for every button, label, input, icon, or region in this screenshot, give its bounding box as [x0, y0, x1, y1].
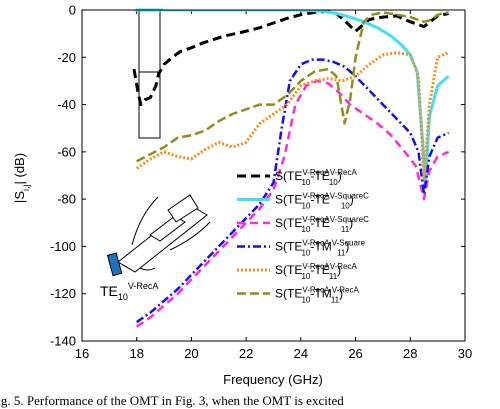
waveguide-port: [106, 252, 123, 277]
wave-arrow-small: [139, 267, 156, 271]
series-line-6: [136, 11, 449, 163]
waveguide-junction: [167, 194, 199, 223]
x-tick-label: 26: [348, 346, 362, 361]
legend-label-6: S(TEV-RecA 10-TMV-RecA 11): [275, 286, 359, 305]
x-tick-label: 18: [129, 346, 143, 361]
plot-frame: [81, 9, 466, 342]
x-tick-label: 24: [294, 346, 308, 361]
x-axis-title: Frequency (GHz): [223, 372, 323, 387]
port-mode-label: TE10V-RecA: [100, 281, 158, 302]
legend-label-3: S(TEV-RecA 10-TEV-SquareC 11): [275, 215, 369, 234]
y-tick-label: 0: [69, 3, 76, 18]
x-tick-label: 30: [458, 346, 472, 361]
y-tick-label: -20: [57, 50, 76, 65]
y-tick-label: -120: [50, 286, 76, 301]
wave-arrow-up: [131, 196, 159, 246]
y-tick-label: -100: [50, 239, 76, 254]
waveguide-inset-graphic: [106, 8, 211, 277]
wave-arrow-right: [169, 221, 211, 251]
series-line-5: [135, 51, 450, 182]
series-line-1: [132, 10, 449, 107]
x-tick-label: 28: [403, 346, 417, 361]
y-tick-label: -60: [57, 144, 76, 159]
figure-caption: Fig. 5. Performance of the OMT in Fig. 3…: [0, 393, 344, 408]
y-tick-label: -80: [57, 192, 76, 207]
series-lines: [132, 10, 450, 328]
legend-label-4: S(TEV-RecA 10-TMV-Square 11): [275, 239, 366, 258]
port-annotation: TE10V-RecA: [100, 281, 158, 302]
x-tick-label: 20: [184, 346, 198, 361]
y-axis-title: |Si,j| (dB): [12, 153, 31, 203]
x-tick-label: 22: [239, 346, 253, 361]
legend-label-5: S(TEV-RecA 10-TEV-RecA 11): [275, 262, 358, 281]
legend-label-1: S(TEV-RecA 10-TEV-RecA 10): [275, 168, 358, 187]
y-tick-label: -40: [57, 97, 76, 112]
series-line-3: [135, 79, 450, 328]
y-tick-label: -140: [50, 334, 76, 349]
series-line-4: [135, 58, 450, 324]
legend-label-2: S(TEV-RecA 10-TEV-SquareC 10): [275, 192, 369, 211]
legend: S(TEV-RecA 10-TEV-RecA 10) S(TEV-RecA 10-TEV…: [237, 168, 369, 305]
axis-ticks: 16 18 20 22 24 26 28 30 0 -20 -40 -60 -80 -100 -120 -14…: [50, 3, 472, 362]
inset-slot-outline: [138, 9, 161, 139]
x-tick-label: 16: [75, 346, 89, 361]
